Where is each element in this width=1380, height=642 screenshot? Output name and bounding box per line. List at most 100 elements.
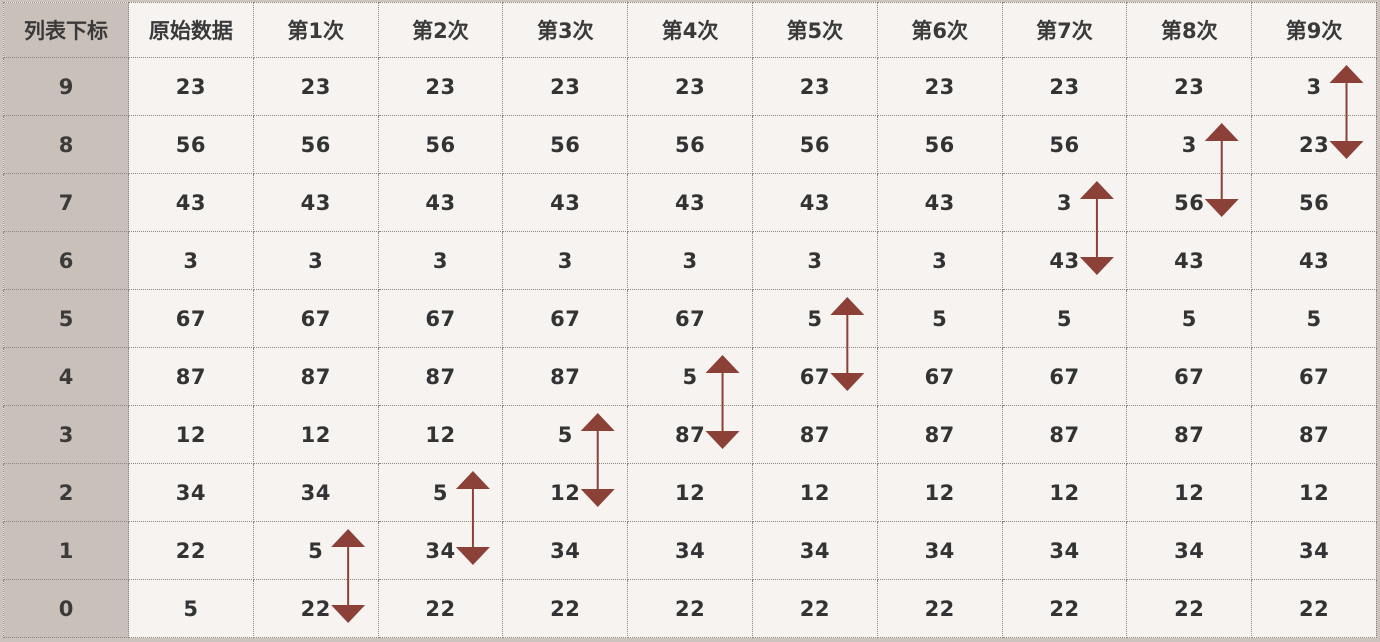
value-cell: 3 [128, 231, 254, 290]
column-header-1: 第1次 [252, 2, 379, 58]
value-cell: 34 [1126, 521, 1253, 580]
value-cell: 67 [1251, 347, 1377, 406]
table-row: 9 23 23 23 23 23 23 23 23 23 3 [3, 57, 1377, 116]
value-cell: 23 [1126, 57, 1253, 116]
value-cell: 43 [377, 173, 504, 232]
value-cell: 12 [252, 405, 379, 464]
value-cell: 3 [377, 231, 504, 290]
value-text: 43 [1049, 248, 1080, 273]
value-text: 23 [175, 74, 207, 99]
value-text: 87 [924, 422, 955, 447]
row-index-cell: 2 [3, 463, 129, 522]
value-text: 12 [674, 480, 706, 505]
column-header-7: 第7次 [1001, 2, 1128, 58]
value-text: 87 [674, 422, 706, 447]
column-header-4: 第4次 [627, 2, 753, 58]
value-text: 23 [924, 74, 955, 99]
table-row: 6 3 3 3 3 3 3 3 43 43 43 [3, 231, 1377, 290]
value-text: 3 [682, 248, 698, 273]
value-text: 34 [1174, 538, 1205, 563]
value-text: 67 [1174, 364, 1205, 389]
value-text: 5 [932, 306, 948, 331]
value-cell: 56 [128, 115, 254, 174]
value-cell: 34 [252, 463, 379, 522]
value-text: 56 [300, 132, 331, 157]
value-text: 22 [1049, 596, 1080, 621]
value-cell: 23 [252, 57, 379, 116]
value-text: 5 [557, 422, 573, 447]
value-text: 34 [674, 538, 706, 563]
value-text: 12 [175, 422, 207, 447]
value-text: 56 [1049, 132, 1080, 157]
value-cell: 87 [252, 347, 379, 406]
value-text: 87 [300, 364, 331, 389]
value-text: 43 [425, 190, 456, 215]
value-text: 22 [425, 596, 456, 621]
value-cell: 87 [876, 405, 1003, 464]
value-text: 22 [1174, 596, 1205, 621]
table-row: 2 34 34 5 12 12 12 12 12 12 12 [3, 463, 1377, 522]
value-cell: 12 [1251, 463, 1377, 522]
value-cell: 23 [128, 57, 254, 116]
value-text: 3 [1056, 190, 1073, 215]
value-text: 67 [799, 364, 830, 389]
value-text: 34 [175, 480, 207, 505]
value-cell: 34 [502, 521, 629, 580]
value-cell: 56 [252, 115, 379, 174]
value-cell: 87 [627, 405, 753, 464]
value-cell: 5 [627, 347, 753, 406]
value-cell: 34 [1251, 521, 1377, 580]
value-cell: 34 [377, 521, 504, 580]
table-body: 9 23 23 23 23 23 23 23 23 23 3 8 56 56 56 56 56 56 56 56 3 23… [3, 57, 1377, 638]
value-text: 67 [550, 306, 581, 331]
value-text: 3 [308, 248, 324, 273]
table-row: 3 12 12 12 5 87 87 87 87 87 87 [3, 405, 1377, 464]
value-cell: 3 [1251, 57, 1377, 116]
value-cell: 56 [1001, 115, 1128, 174]
row-index-cell: 1 [3, 521, 129, 580]
value-cell: 67 [627, 289, 753, 348]
value-cell: 67 [377, 289, 504, 348]
table-row: 4 87 87 87 87 5 67 67 67 67 67 [3, 347, 1377, 406]
value-text: 43 [799, 190, 830, 215]
value-text: 34 [1049, 538, 1080, 563]
value-text: 67 [1049, 364, 1080, 389]
value-text: 67 [300, 306, 331, 331]
value-text: 3 [1181, 132, 1197, 157]
value-cell: 87 [1251, 405, 1377, 464]
value-cell: 22 [1126, 579, 1253, 638]
value-cell: 43 [1251, 231, 1377, 290]
value-text: 23 [550, 74, 581, 99]
value-cell: 34 [1001, 521, 1128, 580]
value-cell: 22 [502, 579, 629, 638]
value-text: 22 [175, 538, 207, 563]
value-text: 22 [924, 596, 955, 621]
value-text: 22 [799, 596, 830, 621]
row-index-cell: 6 [3, 231, 129, 290]
value-text: 67 [674, 306, 706, 331]
value-cell: 56 [751, 115, 878, 174]
header-row: 列表下标 原始数据 第1次 第2次 第3次 第4次 第5次 第6次 第7次 第8次 第9次 [3, 2, 1377, 58]
value-cell: 5 [377, 463, 504, 522]
row-index-cell: 4 [3, 347, 129, 406]
value-text: 34 [924, 538, 955, 563]
value-text: 87 [1174, 422, 1205, 447]
value-text: 34 [1298, 538, 1330, 563]
row-index-cell: 5 [3, 289, 129, 348]
value-cell: 23 [377, 57, 504, 116]
value-cell: 43 [876, 173, 1003, 232]
value-text: 67 [924, 364, 955, 389]
value-cell: 67 [502, 289, 629, 348]
value-cell: 12 [627, 463, 753, 522]
value-cell: 22 [876, 579, 1003, 638]
value-text: 5 [308, 538, 324, 563]
value-text: 23 [425, 74, 456, 99]
sort-steps-table-container: 列表下标 原始数据 第1次 第2次 第3次 第4次 第5次 第6次 第7次 第8次 第9次 9 23… [3, 2, 1377, 638]
value-cell: 43 [751, 173, 878, 232]
value-cell: 12 [128, 405, 254, 464]
value-text: 43 [550, 190, 581, 215]
value-cell: 23 [751, 57, 878, 116]
value-cell: 34 [627, 521, 753, 580]
value-cell: 43 [1126, 231, 1253, 290]
value-cell: 5 [1126, 289, 1253, 348]
